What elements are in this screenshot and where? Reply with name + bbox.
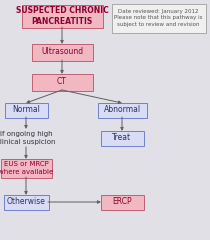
Text: EUS or MRCP
where available: EUS or MRCP where available bbox=[0, 161, 54, 175]
Text: Abnormal: Abnormal bbox=[104, 106, 140, 114]
FancyBboxPatch shape bbox=[4, 194, 49, 210]
Text: Treat: Treat bbox=[112, 133, 131, 143]
Text: Ultrasound: Ultrasound bbox=[41, 48, 83, 56]
FancyBboxPatch shape bbox=[32, 73, 92, 90]
FancyBboxPatch shape bbox=[32, 43, 92, 60]
Text: Normal: Normal bbox=[12, 106, 40, 114]
FancyBboxPatch shape bbox=[0, 158, 51, 178]
Text: SUSPECTED CHRONIC
PANCREATITIS: SUSPECTED CHRONIC PANCREATITIS bbox=[16, 6, 108, 26]
Text: Otherwise: Otherwise bbox=[7, 198, 45, 206]
FancyBboxPatch shape bbox=[101, 194, 143, 210]
FancyBboxPatch shape bbox=[112, 4, 206, 32]
FancyBboxPatch shape bbox=[1, 128, 50, 148]
FancyBboxPatch shape bbox=[101, 131, 143, 145]
FancyBboxPatch shape bbox=[97, 102, 147, 118]
Text: Date reviewed: January 2012
Please note that this pathway is
subject to review a: Date reviewed: January 2012 Please note … bbox=[114, 9, 203, 27]
Text: ERCP: ERCP bbox=[112, 198, 132, 206]
FancyBboxPatch shape bbox=[4, 102, 47, 118]
Text: If ongoing high
clinical suspicion: If ongoing high clinical suspicion bbox=[0, 131, 56, 145]
FancyBboxPatch shape bbox=[21, 5, 102, 28]
Text: CT: CT bbox=[57, 78, 67, 86]
